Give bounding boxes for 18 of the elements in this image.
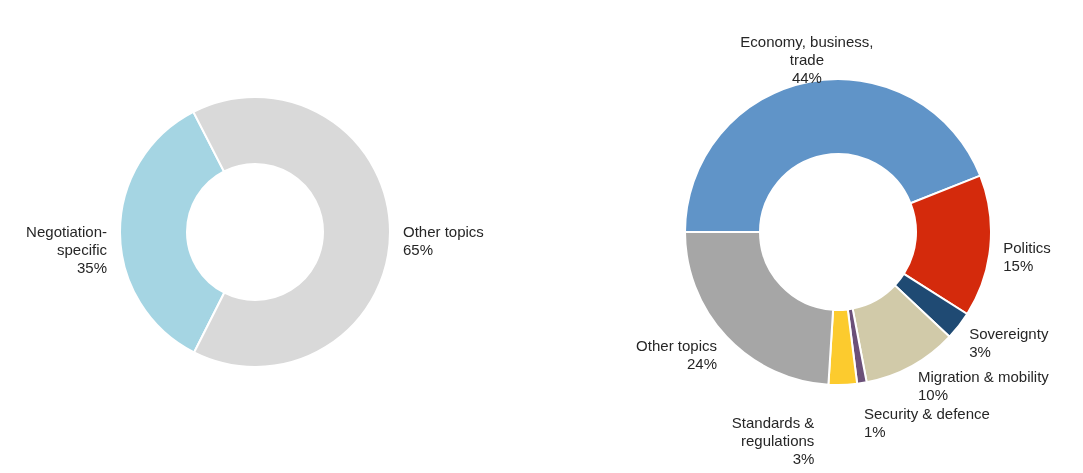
slice-label: Other topics <box>636 336 717 354</box>
slice-label: Migration & mobility <box>917 368 1050 386</box>
slice-label: Economy, business, trade <box>740 32 874 68</box>
slice-label: Negotiation-specific <box>26 223 108 259</box>
data-label: 1% <box>863 422 886 440</box>
data-label: 44% <box>791 68 822 86</box>
data-label: 35% <box>76 259 107 277</box>
data-label: 3% <box>792 450 815 468</box>
data-label: 10% <box>917 386 948 404</box>
slice-label: Other topics <box>403 222 484 240</box>
slice-label: Sovereignty <box>969 324 1049 342</box>
data-label: 24% <box>686 354 717 372</box>
data-label: 3% <box>969 342 991 360</box>
slice-label: Standards & regulations <box>731 414 815 450</box>
slice-label: Security & defence <box>863 404 990 422</box>
slice-label: Politics <box>1003 238 1051 256</box>
data-label: 15% <box>1003 256 1034 274</box>
data-label: 65% <box>403 240 434 258</box>
